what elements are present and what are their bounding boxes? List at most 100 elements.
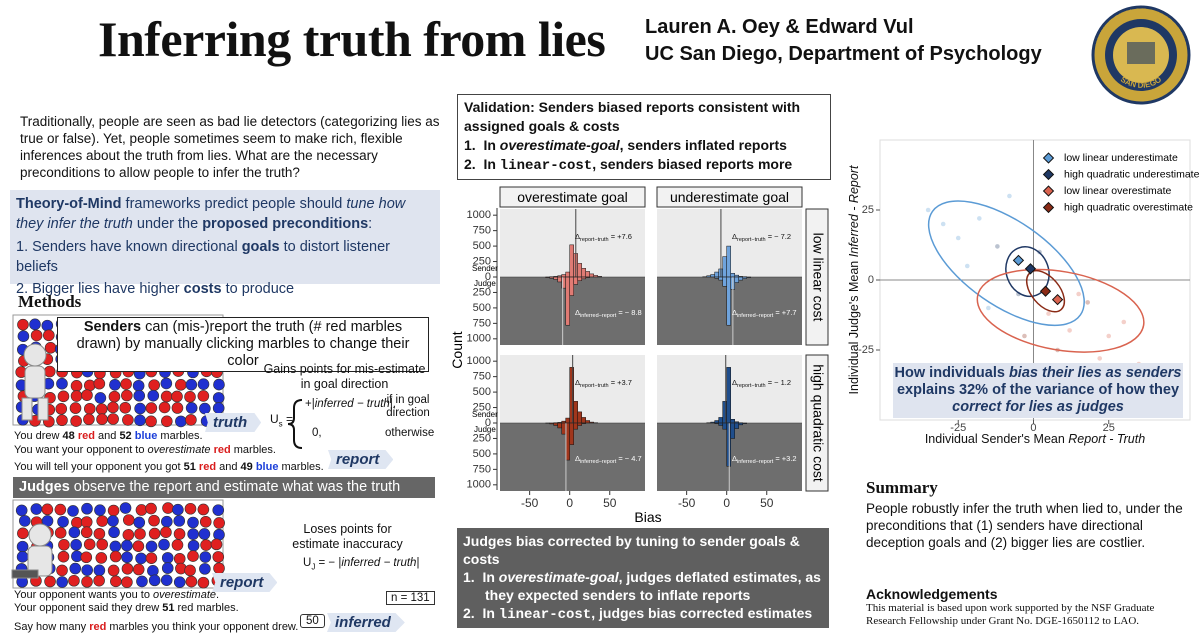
legend-marker xyxy=(1042,185,1055,197)
marble xyxy=(148,527,161,540)
delta-value: = − 7.2 xyxy=(766,232,791,241)
seal-bottom: SAN DIEGO xyxy=(1119,75,1163,90)
x-tick-label: 0 xyxy=(1030,422,1036,434)
text-span: Say how many xyxy=(14,621,90,633)
text-span: red marbles. xyxy=(174,602,239,614)
brace xyxy=(287,399,303,449)
theory-lead: Theory-of-Mind frameworks predict people… xyxy=(16,194,434,234)
text-span: s xyxy=(278,419,283,429)
methods-heading: Methods xyxy=(18,292,82,311)
marble xyxy=(148,514,160,527)
marble xyxy=(56,414,68,427)
mean-marker xyxy=(1024,263,1037,275)
x-tick-label: 50 xyxy=(603,496,617,510)
facet-header xyxy=(656,186,803,208)
marble xyxy=(199,515,212,528)
authors: Lauren A. Oey & Edward Vul xyxy=(645,16,914,38)
mean-marker xyxy=(1051,293,1064,306)
judges-result-item: 1. In overestimate-goal, judges deflated… xyxy=(463,568,823,604)
sender-bar xyxy=(589,273,594,278)
text-span: You drew xyxy=(14,430,63,442)
judge-delta: Δinferred−report = +3.2 xyxy=(732,454,797,465)
marble xyxy=(185,575,198,588)
marble xyxy=(148,379,160,391)
x-tick-label: 25 xyxy=(1103,422,1115,434)
marble xyxy=(212,504,225,516)
marble xyxy=(17,318,29,331)
delta-value: = +3.2 xyxy=(773,454,796,463)
acknowledgements: Acknowledgements This material is based … xyxy=(866,586,1166,628)
point xyxy=(1076,291,1081,297)
marble xyxy=(80,551,93,564)
marble xyxy=(43,365,56,378)
marble xyxy=(83,413,95,426)
marble xyxy=(83,379,96,392)
judge-bar xyxy=(569,422,574,445)
judge-bar xyxy=(730,422,735,439)
sender-bar xyxy=(714,420,719,424)
marble xyxy=(67,505,79,517)
delta-sub: inferred−report xyxy=(580,313,617,319)
marble xyxy=(187,516,199,529)
marble xyxy=(212,392,225,404)
text-span: Judges xyxy=(19,479,70,495)
marble xyxy=(43,329,55,342)
sender-bar xyxy=(573,401,578,424)
judge-bar xyxy=(718,422,723,426)
sender-delta: Δreport−truth = +7.6 xyxy=(575,232,632,243)
marble xyxy=(158,538,170,551)
marble xyxy=(132,563,145,576)
judge-label: Judge xyxy=(474,279,496,288)
y-tick-label: 500 xyxy=(473,448,491,460)
marble xyxy=(187,539,200,552)
judges-result-box: Judges bias corrected by tuning to sende… xyxy=(457,528,829,641)
y-tick-label: 500 xyxy=(473,386,491,398)
text-span: Your opponent wants you to xyxy=(14,589,154,601)
sender-bar xyxy=(714,271,719,278)
text-span: marbles. xyxy=(230,443,276,456)
text-span: linear-cost xyxy=(498,607,592,623)
marble xyxy=(29,318,41,331)
theory-box: Theory-of-Mind frameworks predict people… xyxy=(10,190,440,297)
x-tick-label: -50 xyxy=(521,496,539,510)
text-span: , judges deflated estimates, as they exp… xyxy=(485,569,821,603)
y-tick-label: 750 xyxy=(473,463,491,475)
sender-line: You want your opponent to overestimate r… xyxy=(14,444,324,458)
theory-item: 1. Senders have known directional goals … xyxy=(16,237,434,277)
delta-value: = +7.6 xyxy=(609,232,632,241)
figure-head xyxy=(23,343,47,367)
delta-value: = − 8.8 xyxy=(616,308,641,317)
judge-bar xyxy=(553,422,558,426)
marble xyxy=(107,413,119,425)
delta-value: = − 4.7 xyxy=(616,454,641,463)
y-tick-label: 250 xyxy=(473,286,491,298)
marble xyxy=(107,401,119,414)
text-span: explains 32% of the variance of how they xyxy=(896,382,1180,398)
text-span: and xyxy=(94,430,120,442)
marble xyxy=(135,504,148,516)
marble xyxy=(197,390,210,402)
point xyxy=(1097,356,1103,361)
estimate-input[interactable]: 50 xyxy=(300,614,325,628)
point xyxy=(964,263,970,269)
sender-lines: You drew 48 red and 52 blue marbles. You… xyxy=(14,430,324,475)
summary: Summary People robustly infer the truth … xyxy=(866,478,1191,551)
case-1: +|inferred − truth|, xyxy=(305,398,396,410)
marble xyxy=(173,515,186,527)
sender-bar xyxy=(726,245,731,278)
figure-head xyxy=(28,523,52,547)
marble xyxy=(96,413,108,426)
x-tick-label: 0 xyxy=(566,496,573,510)
marble xyxy=(122,514,135,526)
marble xyxy=(107,515,119,527)
point xyxy=(1085,300,1090,305)
text-span: proposed preconditions xyxy=(202,216,369,232)
text-span: . xyxy=(216,589,220,601)
text-span: 51 xyxy=(183,461,196,473)
marble xyxy=(119,502,132,514)
marble xyxy=(57,515,69,528)
ellipse xyxy=(1005,246,1050,298)
judge-figure xyxy=(11,523,53,579)
figure-body xyxy=(24,365,46,399)
y-tick-label: 750 xyxy=(473,371,491,383)
